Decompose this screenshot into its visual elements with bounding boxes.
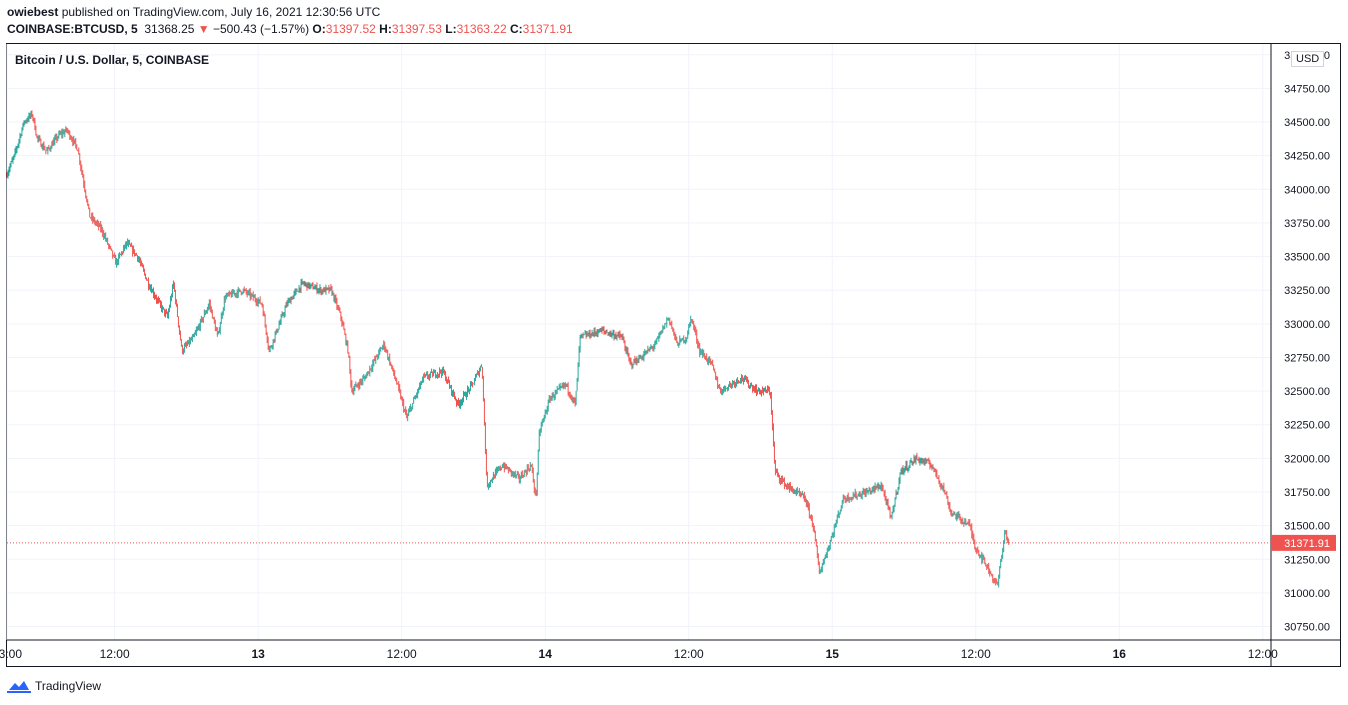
y-tick-label: 33500.00 — [1284, 252, 1330, 264]
close-label: C: — [509, 22, 523, 36]
y-tick-label: 32250.00 — [1284, 420, 1330, 432]
close-value: 31371.91 — [522, 22, 573, 36]
x-tick-label: 14 — [539, 647, 553, 661]
x-tick-label: 12:00 — [100, 647, 130, 661]
low-label: L: — [445, 22, 457, 36]
y-tick-label: 31750.00 — [1284, 487, 1330, 499]
symbol-ohlc-line: COINBASE:BTCUSD, 5 31368.25 ▼ −500.43 (−… — [7, 22, 573, 36]
high-value: 31397.53 — [391, 22, 442, 36]
y-tick-label: 31000.00 — [1284, 588, 1330, 600]
y-tick-label: 33000.00 — [1284, 319, 1330, 331]
y-tick-label: 33750.00 — [1284, 218, 1330, 230]
currency-badge[interactable]: USD — [1291, 51, 1325, 67]
chart-title: Bitcoin / U.S. Dollar, 5, COINBASE — [15, 53, 210, 67]
x-tick-label: 12:00 — [961, 647, 991, 661]
last-price-label: 31371.91 — [1284, 538, 1330, 550]
candles — [6, 110, 1010, 588]
y-tick-label: 30750.00 — [1284, 622, 1330, 634]
x-tick-label: 12:00 — [387, 647, 417, 661]
symbol-label: COINBASE:BTCUSD, 5 — [7, 22, 138, 36]
publish-text: published on TradingView.com, July 16, 2… — [61, 5, 381, 19]
last-price-badge — [1271, 534, 1336, 551]
x-tick-label: 16 — [1113, 647, 1127, 661]
y-tick-label: 31500.00 — [1284, 521, 1330, 533]
open-label: O: — [312, 22, 326, 36]
price-change: −500.43 (−1.57%) — [213, 22, 310, 36]
brand-name: TradingView — [35, 679, 102, 693]
x-tick-label: 12:00 — [674, 647, 704, 661]
high-label: H: — [379, 22, 392, 36]
down-arrow-icon: ▼ — [197, 22, 210, 36]
x-tick-label: 03:00 — [0, 647, 22, 661]
y-tick-label: 33250.00 — [1284, 285, 1330, 297]
y-tick-label: 32000.00 — [1284, 453, 1330, 465]
x-tick-label: 12:00 — [1248, 647, 1278, 661]
x-tick-label: 15 — [826, 647, 840, 661]
y-tick-label: 34250.00 — [1284, 151, 1330, 163]
open-value: 31397.52 — [325, 22, 376, 36]
low-value: 31363.22 — [456, 22, 507, 36]
publisher-username[interactable]: owiebest — [7, 5, 59, 19]
y-tick-label: 34750.00 — [1284, 83, 1330, 95]
y-tick-label: 34500.00 — [1284, 117, 1330, 129]
publish-info: owiebest published on TradingView.com, J… — [7, 5, 380, 19]
x-tick-label: 13 — [251, 647, 265, 661]
y-tick-label: 32500.00 — [1284, 386, 1330, 398]
y-tick-label: 34000.00 — [1284, 184, 1330, 196]
tradingview-logo-icon — [7, 681, 31, 693]
y-tick-label: 32750.00 — [1284, 352, 1330, 364]
tradingview-footer[interactable]: TradingView — [7, 678, 101, 694]
current-price: 31368.25 — [144, 22, 195, 36]
y-tick-label: 31250.00 — [1284, 554, 1330, 566]
